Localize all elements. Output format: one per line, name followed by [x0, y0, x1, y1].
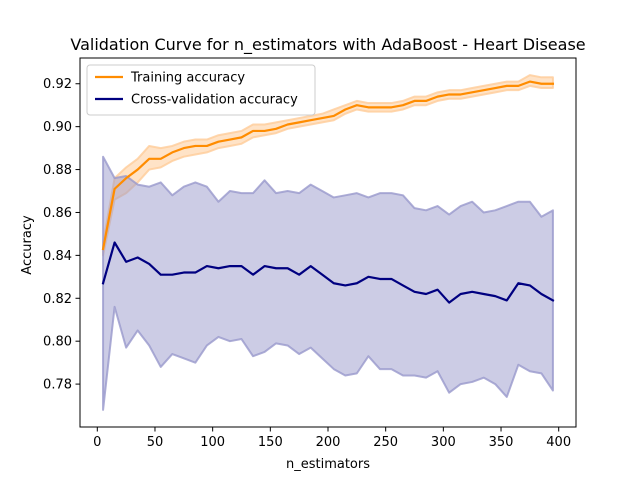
- y-tick-label: 0.80: [43, 335, 72, 350]
- chart-title: Validation Curve for n_estimators with A…: [70, 35, 585, 55]
- plot-area: [79, 57, 577, 428]
- series-1-std-band: [102, 74, 554, 257]
- x-tick-label: 100: [200, 435, 225, 450]
- x-tick-label: 50: [147, 435, 164, 450]
- x-tick-label: 200: [316, 435, 341, 450]
- x-axis-ticks: 0 50 100 150 200 250 300 350 400: [93, 427, 571, 450]
- y-tick-label: 0.90: [43, 120, 72, 135]
- x-tick-label: 300: [431, 435, 456, 450]
- x-tick-label: 250: [373, 435, 398, 450]
- series-1-line: [101, 80, 555, 251]
- y-tick-label: 0.86: [43, 206, 72, 221]
- y-tick-label: 0.92: [43, 77, 72, 92]
- y-tick-label: 0.82: [43, 292, 72, 307]
- legend: Training accuracy Cross-validation accura…: [86, 64, 316, 116]
- y-tick-label: 0.78: [43, 378, 72, 393]
- x-axis-label: n_estimators: [286, 457, 370, 472]
- legend-label-2: Cross-validation accuracy: [131, 93, 298, 108]
- x-tick-label: 400: [546, 435, 571, 450]
- y-tick-label: 0.84: [43, 249, 72, 264]
- series-2-line: [101, 241, 555, 304]
- x-tick-label: 150: [258, 435, 283, 450]
- x-tick-label: 350: [489, 435, 514, 450]
- series-2-std-band: [102, 155, 554, 411]
- y-axis-label: Accuracy: [20, 215, 35, 275]
- y-tick-label: 0.88: [43, 163, 72, 178]
- legend-label-1: Training accuracy: [130, 71, 245, 86]
- legend-box: [86, 64, 316, 116]
- y-axis-ticks: 0.78 0.80 0.82 0.84 0.86 0.88 0.90 0.92: [43, 77, 80, 393]
- x-tick-label: 0: [93, 435, 101, 450]
